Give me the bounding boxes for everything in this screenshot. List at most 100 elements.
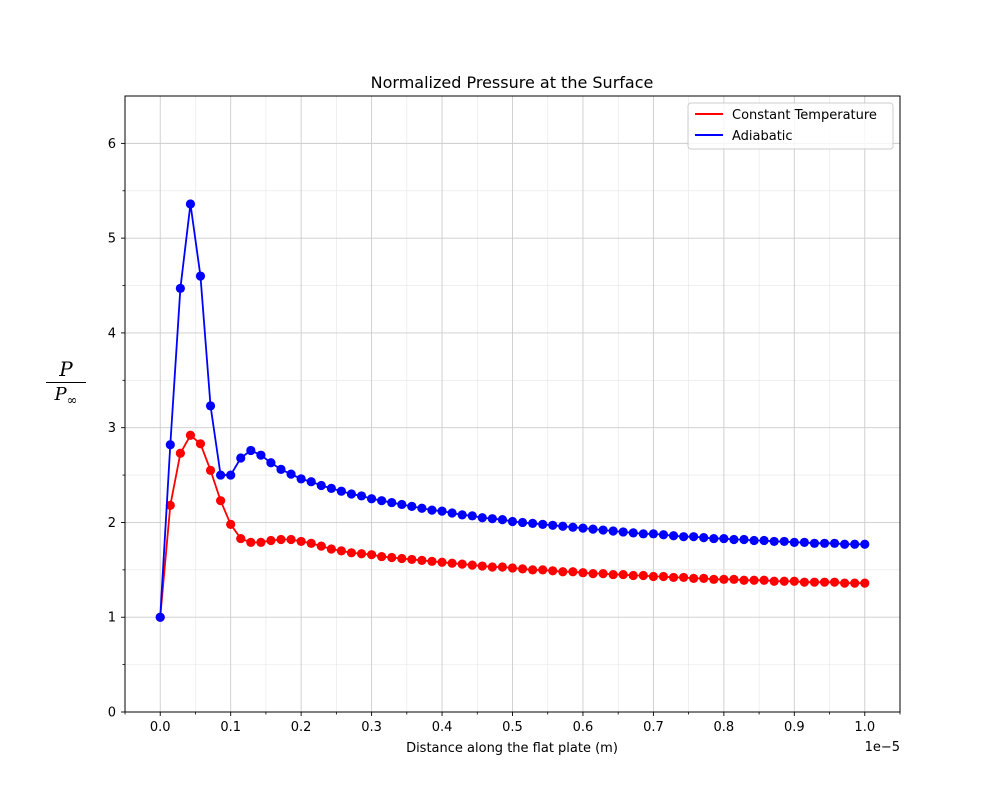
data-point-adiabatic bbox=[689, 532, 699, 542]
data-point-adiabatic bbox=[407, 501, 417, 511]
data-point-adiabatic bbox=[326, 483, 336, 493]
y-axis-label-denominator-symbol: P bbox=[54, 384, 67, 406]
y-tick-label: 1 bbox=[108, 611, 116, 626]
data-point-constant-temperature bbox=[779, 576, 789, 586]
data-point-constant-temperature bbox=[538, 565, 548, 575]
data-point-constant-temperature bbox=[729, 574, 739, 584]
y-tick-label: 4 bbox=[108, 326, 116, 341]
data-point-adiabatic bbox=[266, 458, 276, 468]
data-point-constant-temperature bbox=[316, 541, 326, 551]
y-axis-label: P P∞ bbox=[40, 358, 92, 412]
data-point-adiabatic bbox=[779, 536, 789, 547]
data-point-adiabatic bbox=[568, 522, 578, 532]
data-point-constant-temperature bbox=[548, 566, 558, 576]
data-point-adiabatic bbox=[588, 524, 598, 534]
data-point-adiabatic bbox=[819, 538, 830, 548]
data-point-adiabatic bbox=[709, 533, 719, 544]
data-point-constant-temperature bbox=[467, 560, 477, 570]
data-point-adiabatic bbox=[286, 469, 296, 479]
data-point-adiabatic bbox=[457, 510, 467, 520]
data-point-constant-temperature bbox=[759, 575, 769, 585]
axis-ticks: 0.0 0.1 0.2 0.3 0.4 0.5 0.6 0.7 0.8 0.9 1.0 0 1 2 3 4 5 6 bbox=[108, 137, 901, 735]
data-point-constant-temperature bbox=[840, 578, 850, 588]
data-point-constant-temperature bbox=[689, 573, 699, 583]
data-point-adiabatic bbox=[840, 539, 850, 549]
data-point-adiabatic bbox=[558, 521, 568, 531]
data-point-constant-temperature bbox=[457, 559, 467, 569]
data-point-constant-temperature bbox=[558, 567, 568, 577]
data-point-constant-temperature bbox=[679, 572, 689, 583]
data-point-constant-temperature bbox=[789, 576, 799, 586]
data-point-constant-temperature bbox=[749, 575, 759, 585]
x-tick-label: 0.2 bbox=[291, 720, 312, 735]
data-point-adiabatic bbox=[226, 470, 236, 480]
data-point-adiabatic bbox=[366, 494, 377, 504]
y-tick-label: 2 bbox=[108, 516, 116, 531]
data-point-constant-temperature bbox=[709, 574, 719, 584]
data-point-adiabatic bbox=[487, 514, 497, 524]
data-point-constant-temperature bbox=[809, 577, 820, 587]
data-point-constant-temperature bbox=[276, 534, 286, 545]
legend-box bbox=[687, 102, 894, 150]
data-point-constant-temperature bbox=[356, 549, 367, 559]
data-point-adiabatic bbox=[769, 536, 779, 547]
data-point-adiabatic bbox=[628, 528, 638, 538]
data-point-adiabatic bbox=[155, 612, 165, 622]
data-point-adiabatic bbox=[517, 517, 528, 528]
data-point-adiabatic bbox=[497, 515, 508, 525]
data-point-adiabatic bbox=[749, 535, 759, 546]
y-tick-label: 5 bbox=[108, 232, 116, 247]
data-point-constant-temperature bbox=[668, 572, 679, 583]
data-point-adiabatic bbox=[377, 496, 387, 506]
data-point-constant-temperature bbox=[346, 548, 357, 558]
data-point-constant-temperature bbox=[397, 553, 407, 564]
data-point-constant-temperature bbox=[628, 570, 638, 581]
data-point-constant-temperature bbox=[286, 534, 296, 545]
data-point-constant-temperature bbox=[618, 569, 628, 580]
data-point-adiabatic bbox=[799, 537, 809, 547]
data-point-constant-temperature bbox=[175, 448, 185, 458]
data-point-adiabatic bbox=[296, 474, 306, 484]
data-point-adiabatic bbox=[346, 489, 357, 499]
data-point-adiabatic bbox=[185, 199, 196, 209]
data-point-adiabatic bbox=[306, 477, 316, 487]
series-adiabatic bbox=[155, 199, 870, 622]
data-point-constant-temperature bbox=[497, 562, 508, 572]
data-point-adiabatic bbox=[216, 470, 226, 480]
data-point-constant-temperature bbox=[648, 571, 659, 582]
data-point-constant-temperature bbox=[195, 439, 206, 449]
data-point-constant-temperature bbox=[638, 570, 648, 581]
data-point-constant-temperature bbox=[216, 496, 226, 506]
data-point-constant-temperature bbox=[226, 519, 236, 529]
data-point-adiabatic bbox=[437, 506, 447, 516]
data-point-constant-temperature bbox=[507, 563, 518, 573]
data-point-adiabatic bbox=[668, 531, 679, 541]
y-axis-label-denominator-subscript: ∞ bbox=[66, 393, 78, 409]
x-tick-label: 0.0 bbox=[150, 720, 171, 735]
x-axis-label: Distance along the flat plate (m) bbox=[406, 741, 618, 756]
data-point-adiabatic bbox=[608, 526, 618, 536]
x-tick-label: 0.5 bbox=[502, 720, 523, 735]
data-point-constant-temperature bbox=[829, 577, 840, 587]
x-tick-label: 1.0 bbox=[854, 720, 875, 735]
data-point-adiabatic bbox=[548, 520, 558, 530]
data-point-adiabatic bbox=[397, 499, 407, 510]
data-point-adiabatic bbox=[699, 533, 709, 543]
data-point-adiabatic bbox=[648, 529, 659, 539]
data-point-constant-temperature bbox=[608, 569, 618, 580]
data-point-adiabatic bbox=[829, 538, 840, 548]
data-point-constant-temperature bbox=[658, 571, 669, 582]
data-point-adiabatic bbox=[205, 401, 216, 411]
data-point-adiabatic bbox=[528, 518, 538, 529]
data-point-adiabatic bbox=[638, 529, 648, 539]
data-point-constant-temperature bbox=[377, 551, 387, 562]
chart-title: Normalized Pressure at the Surface bbox=[371, 73, 654, 92]
x-tick-label: 0.8 bbox=[714, 720, 735, 735]
data-point-adiabatic bbox=[850, 539, 860, 549]
data-point-constant-temperature bbox=[236, 533, 246, 544]
data-point-adiabatic bbox=[789, 537, 799, 547]
data-point-constant-temperature bbox=[528, 565, 538, 575]
data-point-constant-temperature bbox=[719, 574, 729, 584]
data-point-constant-temperature bbox=[739, 575, 749, 585]
